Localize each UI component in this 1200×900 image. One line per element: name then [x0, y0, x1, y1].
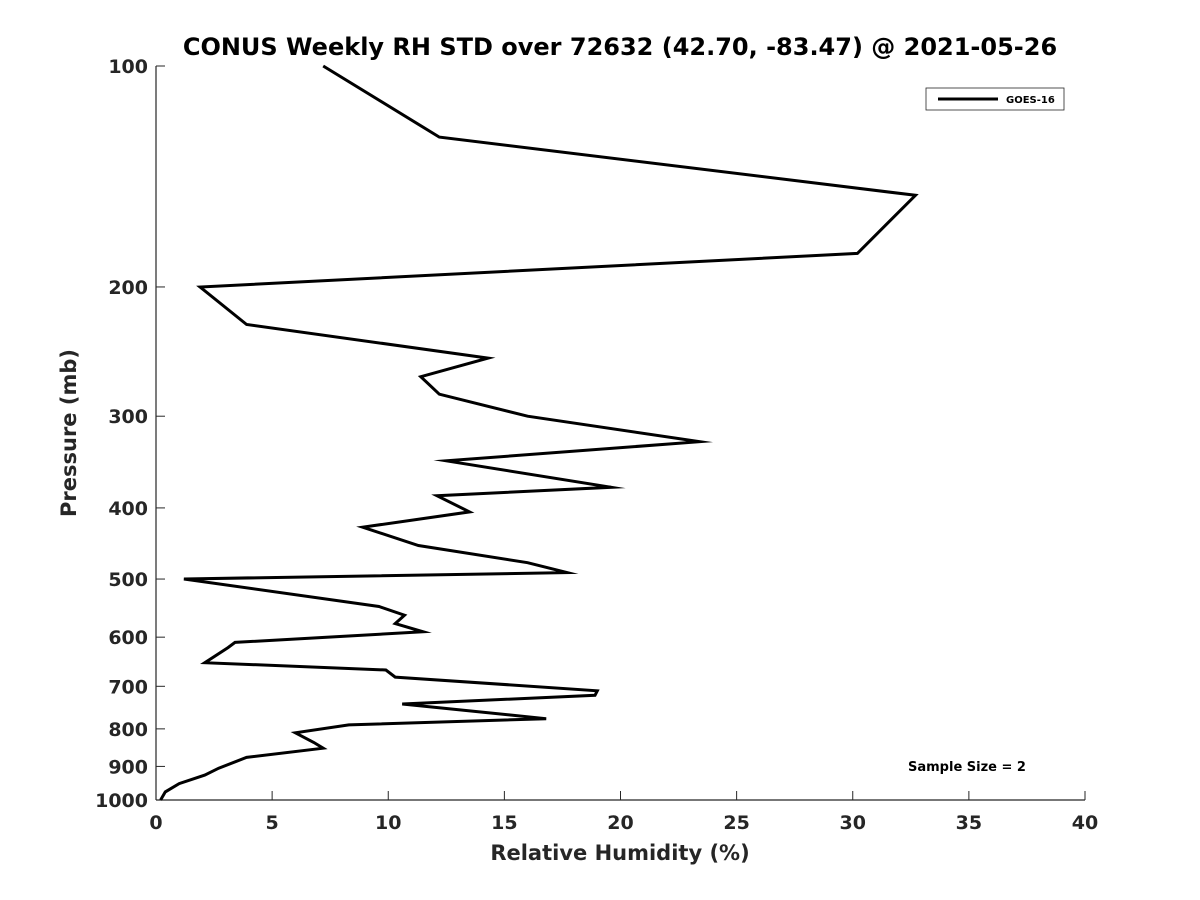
- x-tick-label-8: 40: [1072, 812, 1098, 834]
- y-tick-label-3: 400: [108, 498, 148, 520]
- sample-size-note: Sample Size = 2: [908, 760, 1026, 775]
- x-tick-label-3: 15: [491, 812, 517, 834]
- plot-area: [155, 66, 1085, 801]
- x-tick-label-5: 25: [723, 812, 749, 834]
- y-axis-ticks: 100 200 300 400 500 600 700 800 900 1000: [95, 56, 165, 812]
- y-tick-label-7: 800: [108, 719, 148, 741]
- chart-title: CONUS Weekly RH STD over 72632 (42.70, -…: [183, 33, 1057, 61]
- x-tick-label-4: 20: [607, 812, 633, 834]
- y-tick-label-6: 700: [108, 676, 148, 698]
- y-axis-label: Pressure (mb): [57, 349, 81, 517]
- legend: GOES-16: [925, 87, 1065, 111]
- y-tick-label-5: 600: [108, 627, 148, 649]
- y-tick-label-4: 500: [108, 569, 148, 591]
- y-tick-label-0: 100: [108, 56, 148, 78]
- x-tick-label-0: 0: [149, 812, 162, 834]
- x-tick-label-1: 5: [266, 812, 279, 834]
- legend-label-goes-16: GOES-16: [1006, 95, 1055, 106]
- y-tick-label-1: 200: [108, 277, 148, 299]
- x-tick-label-6: 30: [840, 812, 866, 834]
- x-tick-label-7: 35: [956, 812, 982, 834]
- x-axis-label: Relative Humidity (%): [490, 841, 749, 865]
- y-tick-label-9: 1000: [95, 790, 148, 812]
- x-tick-label-2: 10: [375, 812, 401, 834]
- y-tick-label-8: 900: [108, 756, 148, 778]
- x-axis-ticks: 0 5 10 15 20 25 30 35 40: [149, 791, 1098, 834]
- series-layer: [159, 64, 919, 801]
- y-tick-label-2: 300: [108, 406, 148, 428]
- series-line-0: [159, 64, 919, 801]
